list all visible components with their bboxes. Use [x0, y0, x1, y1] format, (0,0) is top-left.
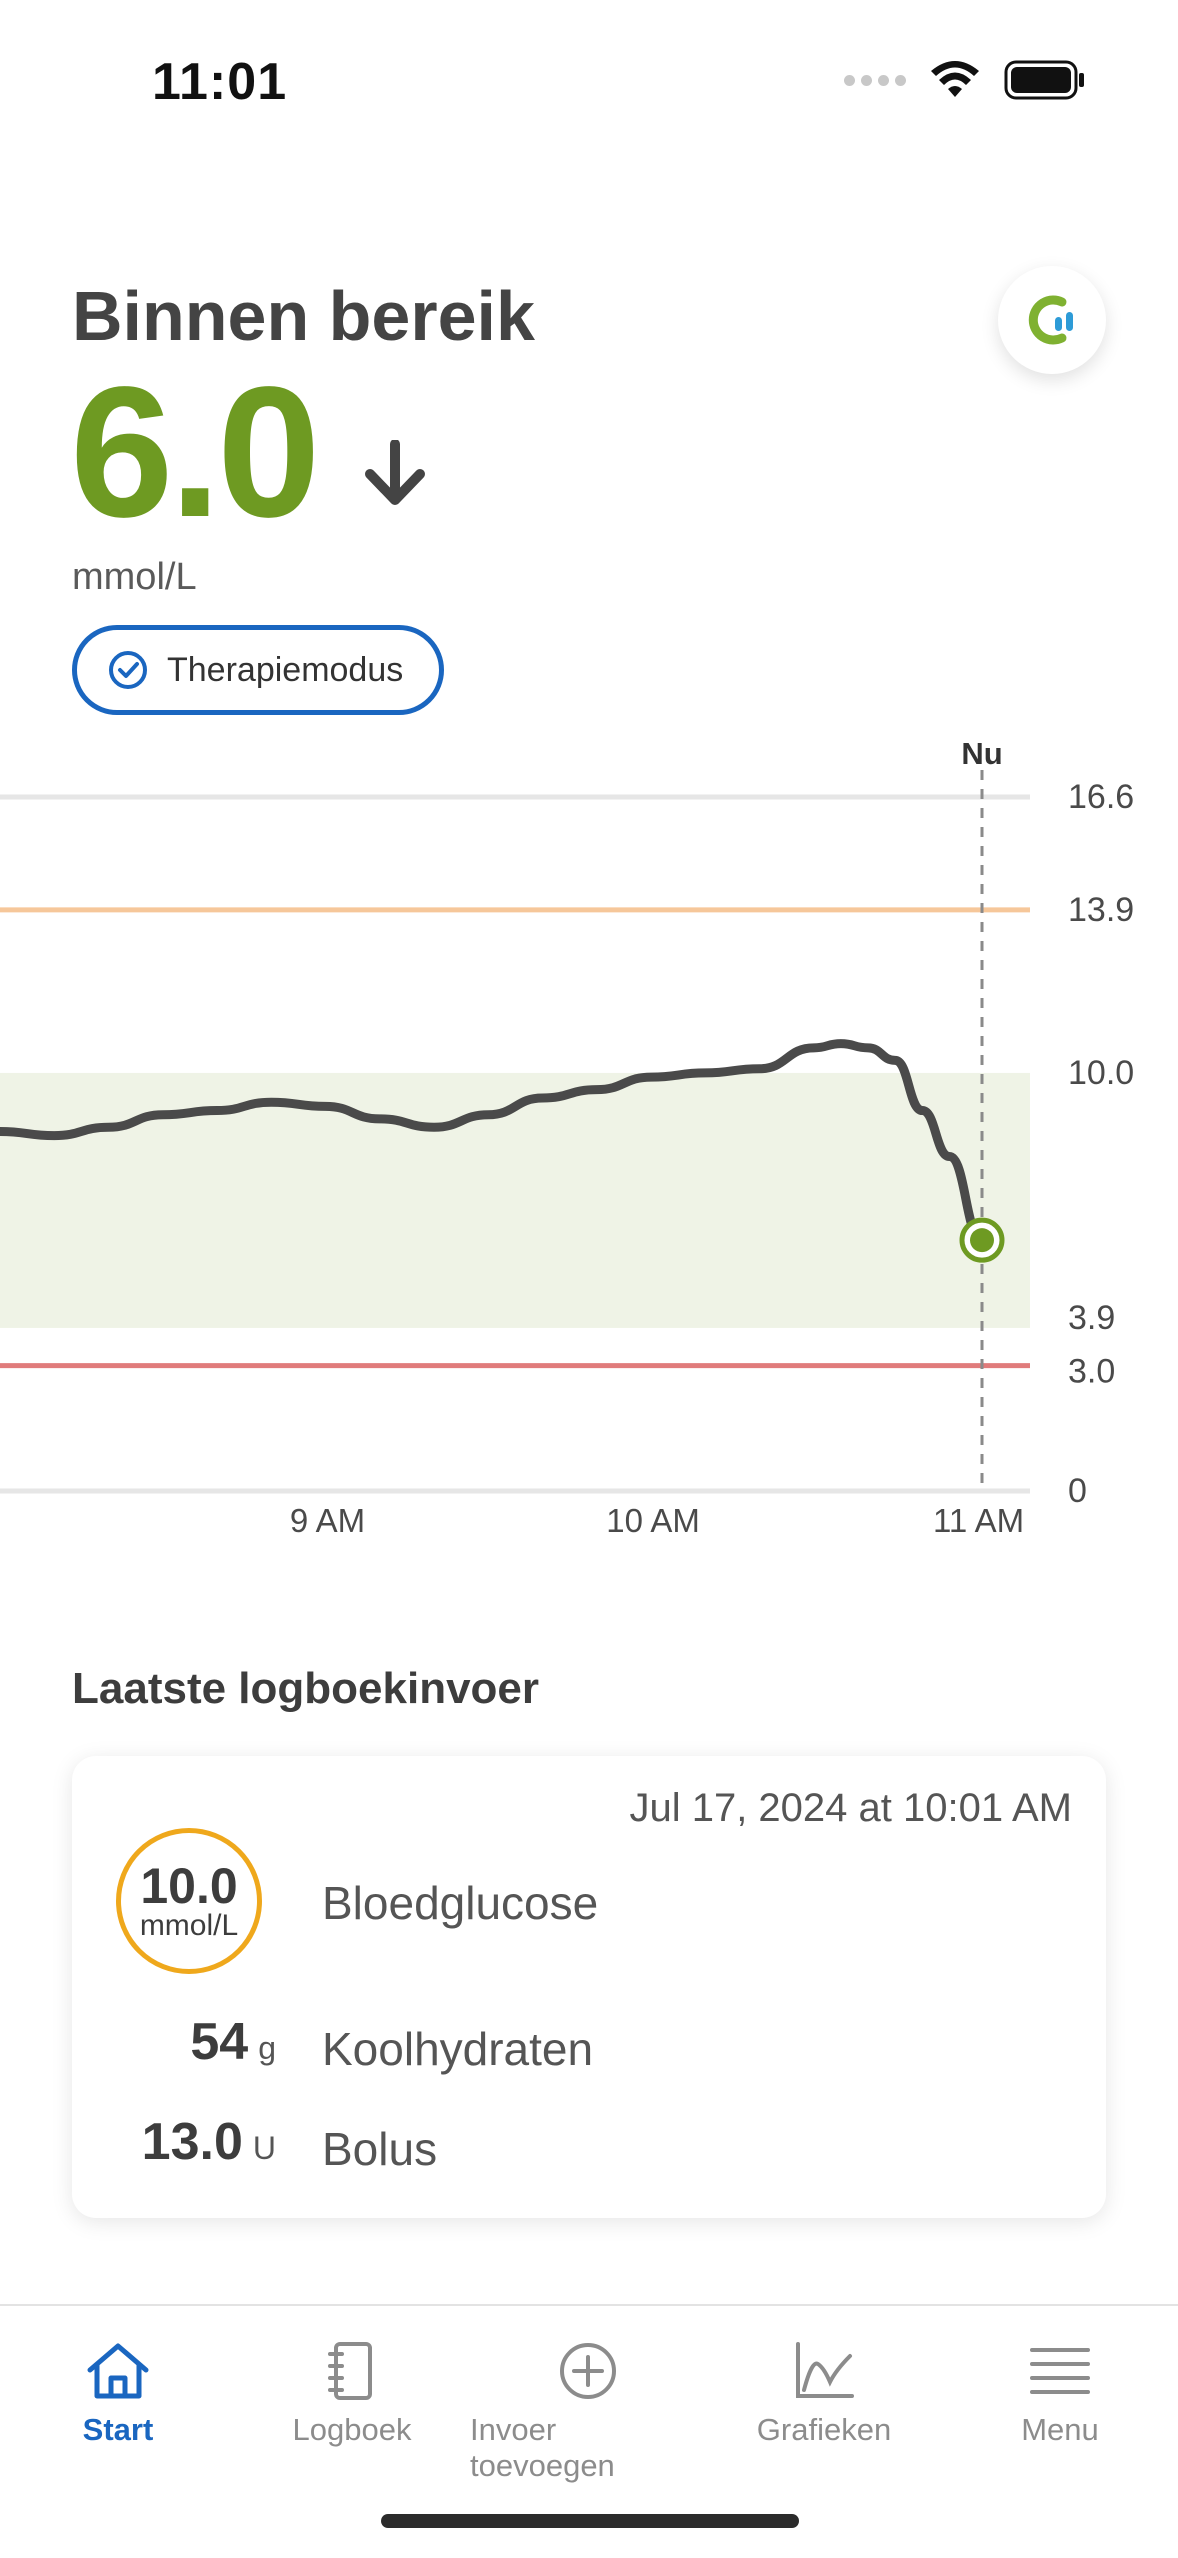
chart-icon — [796, 2342, 854, 2398]
tab-logbook[interactable]: Logboek — [234, 2340, 470, 2448]
glucose-unit: mmol/L — [72, 556, 197, 598]
wifi-icon — [931, 61, 979, 97]
cellular-signal-icon — [844, 74, 906, 86]
tab-menu[interactable]: Menu — [942, 2340, 1178, 2448]
x-tick-label: 10 AM — [606, 1502, 700, 1539]
carbs-value: 54 — [190, 2013, 249, 2071]
tab-charts[interactable]: Grafieken — [706, 2340, 942, 2448]
menu-icon — [1030, 2348, 1090, 2394]
status-icons — [844, 60, 1086, 100]
y-tick-label: 3.0 — [1068, 1353, 1115, 1391]
home-indicator — [381, 2514, 799, 2528]
trend-down-arrow-icon — [365, 440, 425, 505]
x-tick-label: 9 AM — [290, 1502, 365, 1539]
y-tick-label: 16.6 — [1068, 778, 1134, 816]
logbook-entry-card[interactable]: Jul 17, 2024 at 10:01 AM 10.0 mmol/L Blo… — [72, 1756, 1106, 2218]
x-tick-label: 11 AM — [933, 1502, 1024, 1539]
y-tick-label: 3.9 — [1068, 1299, 1115, 1337]
tab-start-label: Start — [82, 2412, 154, 2447]
carbs-amount: 54 g — [90, 2012, 276, 2072]
now-label: Nu — [961, 740, 1002, 771]
tab-start[interactable]: Start — [0, 2340, 236, 2448]
tab-add-entry[interactable]: Invoer toevoegen — [470, 2340, 706, 2484]
app-logo-icon — [1028, 295, 1073, 345]
y-tick-label: 10.0 — [1068, 1054, 1134, 1092]
glucose-value: 6.0 — [70, 349, 321, 556]
blood-glucose-unit: mmol/L — [139, 1909, 239, 1942]
status-time: 11:01 — [152, 53, 288, 111]
home-icon — [87, 2343, 149, 2399]
blood-glucose-value: 10.0 — [140, 1858, 238, 1914]
app-logo-button[interactable] — [998, 266, 1106, 374]
glucose-line — [0, 1039, 987, 1245]
battery-icon — [1004, 60, 1084, 100]
therapy-mode-label: Therapiemodus — [167, 650, 404, 689]
logbook-icon — [328, 2342, 372, 2400]
logbook-entry-date: Jul 17, 2024 at 10:01 AM — [629, 1786, 1072, 1830]
check-circle-icon — [109, 651, 147, 689]
current-glucose-point — [970, 1228, 994, 1253]
y-tick-label: 0 — [1068, 1472, 1087, 1510]
bolus-label: Bolus — [322, 2123, 438, 2175]
bolus-amount: 13.0 U — [90, 2112, 276, 2172]
status-title: Binnen bereik — [72, 277, 535, 355]
logbook-section-title: Laatste logboekinvoer — [72, 1664, 540, 1713]
glucose-chart: Nu 16.6 13.9 10.0 3.9 3.0 0 9 AM 10 AM 11 AM — [0, 740, 1134, 1539]
tab-menu-label: Menu — [1021, 2412, 1099, 2447]
blood-glucose-label: Bloedglucose — [322, 1877, 599, 1929]
bolus-unit: U — [252, 2130, 276, 2166]
tab-logbook-label: Logboek — [292, 2412, 412, 2447]
tab-charts-label: Grafieken — [756, 2412, 892, 2447]
bolus-value: 13.0 — [141, 2113, 243, 2171]
therapy-mode-chip[interactable]: Therapiemodus — [72, 625, 444, 715]
carbs-label: Koolhydraten — [322, 2023, 594, 2075]
blood-glucose-badge: 10.0 mmol/L — [116, 1828, 262, 1974]
tab-add-entry-label: Invoer toevoegen — [470, 2412, 615, 2483]
carbs-unit: g — [258, 2030, 276, 2066]
add-circle-icon — [560, 2343, 616, 2399]
y-tick-label: 13.9 — [1068, 891, 1134, 929]
